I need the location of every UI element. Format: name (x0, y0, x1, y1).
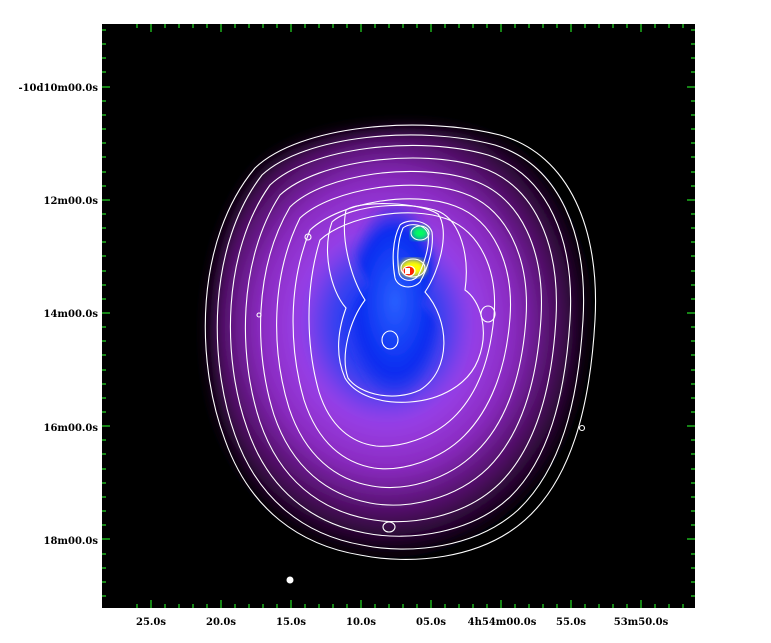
contour-lines (204, 124, 597, 560)
y-tick-label: 16m00.0s (43, 423, 98, 434)
y-tick-label: 12m00.0s (43, 196, 98, 207)
y-tick-label: -10d10m00.0s (18, 83, 98, 94)
y-tick-label: 18m00.0s (43, 536, 98, 547)
tick-marks (102, 24, 695, 608)
x-tick-label: 4h54m00.0s (467, 617, 537, 628)
x-tick-label: 53m50.0s (613, 617, 669, 628)
x-tick-label: 20.0s (206, 617, 236, 628)
x-tick-label: 25.0s (136, 617, 166, 628)
x-tick-label: 05.0s (416, 617, 446, 628)
y-tick-label: 14m00.0s (43, 309, 98, 320)
x-tick-label: 15.0s (276, 617, 306, 628)
peak-pixel (405, 268, 410, 274)
green-knot (411, 226, 429, 240)
x-tick-label: 10.0s (346, 617, 376, 628)
x-tick-label: 55.0s (556, 617, 586, 628)
point-source (286, 576, 294, 584)
